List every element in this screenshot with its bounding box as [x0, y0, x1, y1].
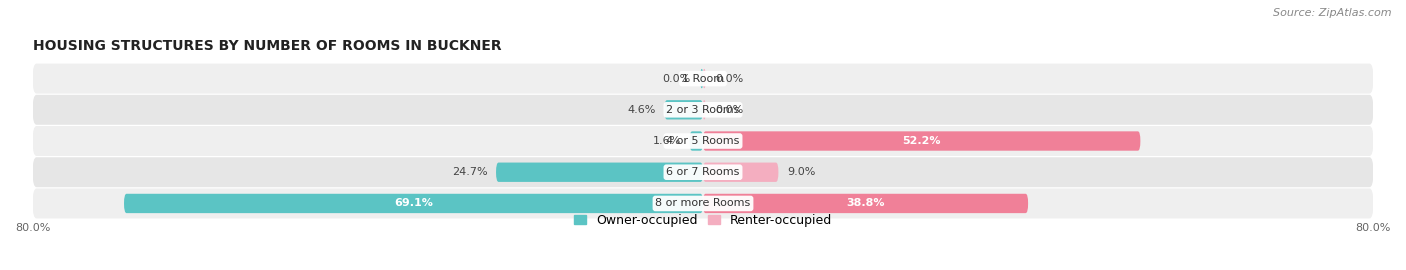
Text: 2 or 3 Rooms: 2 or 3 Rooms: [666, 105, 740, 115]
Text: 38.8%: 38.8%: [846, 198, 884, 208]
Text: 0.0%: 0.0%: [662, 74, 690, 84]
FancyBboxPatch shape: [703, 100, 706, 120]
Text: 0.0%: 0.0%: [716, 74, 744, 84]
FancyBboxPatch shape: [703, 69, 706, 88]
FancyBboxPatch shape: [32, 126, 1374, 156]
Text: 6 or 7 Rooms: 6 or 7 Rooms: [666, 167, 740, 177]
Text: 1 Room: 1 Room: [682, 74, 724, 84]
FancyBboxPatch shape: [496, 163, 703, 182]
Text: 4.6%: 4.6%: [627, 105, 657, 115]
FancyBboxPatch shape: [665, 100, 703, 120]
Text: 69.1%: 69.1%: [394, 198, 433, 208]
FancyBboxPatch shape: [32, 64, 1374, 94]
Text: 1.6%: 1.6%: [652, 136, 682, 146]
FancyBboxPatch shape: [700, 69, 703, 88]
Text: 52.2%: 52.2%: [903, 136, 941, 146]
Text: HOUSING STRUCTURES BY NUMBER OF ROOMS IN BUCKNER: HOUSING STRUCTURES BY NUMBER OF ROOMS IN…: [32, 39, 502, 53]
Text: 9.0%: 9.0%: [787, 167, 815, 177]
FancyBboxPatch shape: [703, 131, 1140, 151]
Text: 4 or 5 Rooms: 4 or 5 Rooms: [666, 136, 740, 146]
FancyBboxPatch shape: [703, 194, 1028, 213]
Text: 8 or more Rooms: 8 or more Rooms: [655, 198, 751, 208]
FancyBboxPatch shape: [689, 131, 703, 151]
Text: Source: ZipAtlas.com: Source: ZipAtlas.com: [1274, 8, 1392, 18]
FancyBboxPatch shape: [32, 95, 1374, 125]
Text: 0.0%: 0.0%: [716, 105, 744, 115]
FancyBboxPatch shape: [32, 188, 1374, 218]
FancyBboxPatch shape: [124, 194, 703, 213]
Text: 24.7%: 24.7%: [453, 167, 488, 177]
FancyBboxPatch shape: [703, 163, 779, 182]
Legend: Owner-occupied, Renter-occupied: Owner-occupied, Renter-occupied: [574, 214, 832, 227]
FancyBboxPatch shape: [32, 157, 1374, 187]
